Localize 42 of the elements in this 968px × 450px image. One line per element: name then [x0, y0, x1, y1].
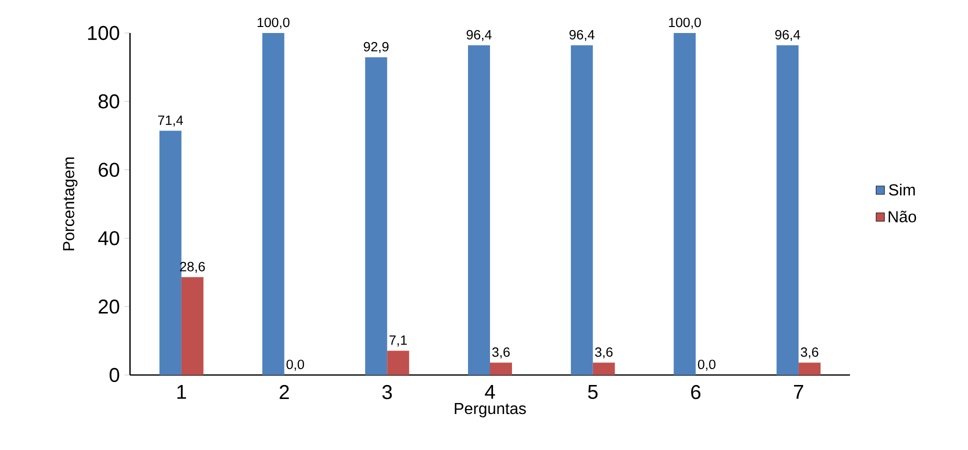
data-label: 100,0	[258, 18, 290, 29]
x-tick-label: 3	[382, 385, 392, 400]
data-label: 0,0	[286, 360, 304, 371]
data-label: 100,0	[669, 18, 701, 29]
y-tick-label: 60	[98, 162, 120, 177]
y-tick-label: 0	[110, 368, 120, 382]
data-label: 3,6	[595, 347, 613, 358]
bar	[468, 45, 490, 375]
x-tick-label: 6	[691, 385, 700, 400]
bar	[490, 362, 512, 375]
x-tick-label: 2	[280, 385, 289, 399]
y-tick-label: 80	[98, 94, 120, 108]
bar	[365, 57, 388, 375]
y-tick-label: 100	[88, 26, 120, 40]
x-tick-label: 5	[588, 385, 598, 399]
bar	[798, 362, 821, 375]
bar	[159, 130, 182, 375]
legend-label: Sim	[889, 184, 915, 196]
x-tick-label: 4	[484, 385, 495, 399]
bar	[387, 350, 410, 375]
bar	[181, 277, 204, 375]
x-axis-title: Perguntas	[454, 403, 526, 418]
legend-label: Não	[888, 210, 916, 222]
bar	[570, 45, 593, 375]
bar	[776, 45, 799, 375]
x-tick-label: 7	[794, 385, 804, 399]
y-axis-title: Porcentagem	[63, 157, 78, 250]
data-label: 3,6	[800, 347, 818, 358]
data-label: 0,0	[698, 360, 716, 371]
data-label: 92,9	[364, 42, 388, 54]
data-label: 7,1	[390, 336, 407, 346]
x-tick-label: 1	[177, 385, 186, 399]
data-label: 96,4	[466, 30, 492, 42]
bar	[592, 362, 615, 375]
data-label: 96,4	[570, 30, 594, 42]
data-label: 3,6	[492, 347, 510, 358]
data-label: 96,4	[775, 30, 800, 42]
data-label: 71,4	[158, 116, 184, 127]
y-tick-label: 20	[98, 300, 120, 314]
y-tick-label: 40	[98, 231, 120, 246]
bar	[674, 32, 696, 375]
bar	[262, 32, 284, 375]
